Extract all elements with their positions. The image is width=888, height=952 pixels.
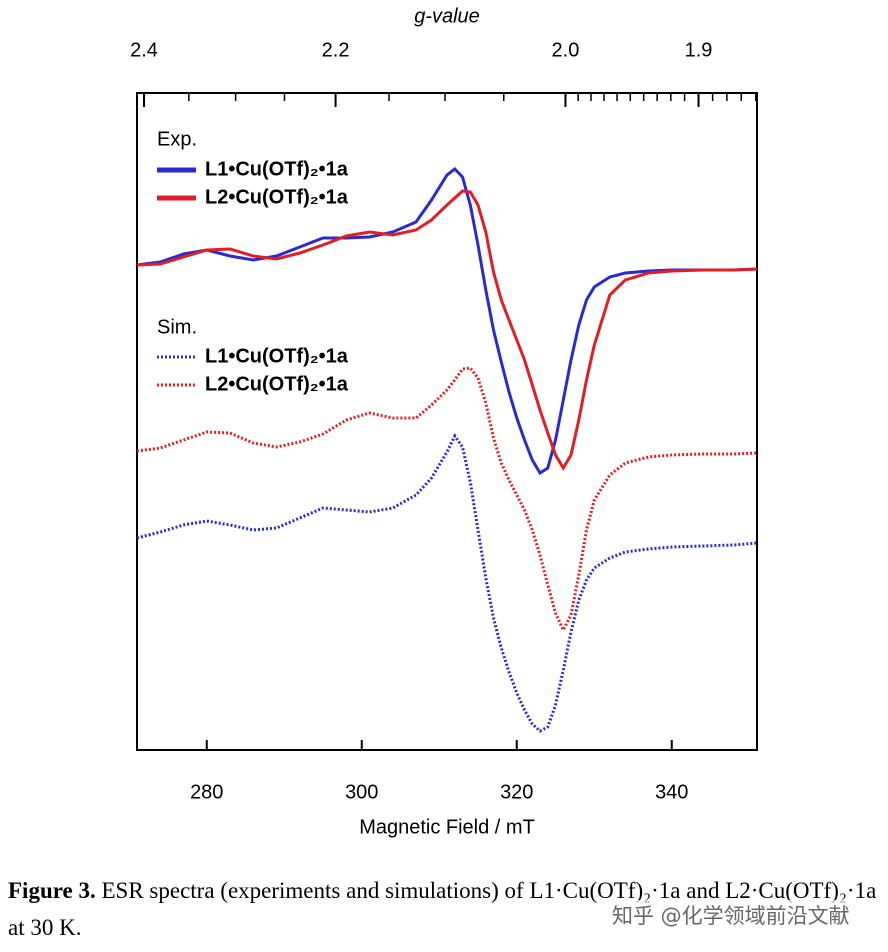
caption: Figure 3. ESR spectra (experiments and s… <box>8 872 883 946</box>
x-tick-label: 320 <box>500 781 533 803</box>
x-tick-label: 300 <box>345 781 378 803</box>
legend-label: L1•Cu(OTf)₂•1a <box>205 158 349 180</box>
legend-label: L1•Cu(OTf)₂•1a <box>205 345 349 367</box>
x2-tick-label: 2.4 <box>130 39 158 61</box>
spectrum-line <box>136 366 758 634</box>
legend-label: L2•Cu(OTf)₂•1a <box>205 373 349 395</box>
legend-label: L2•Cu(OTf)₂•1a <box>205 186 349 208</box>
spectrum-line <box>136 433 758 733</box>
caption-label: Figure 3. <box>8 878 96 903</box>
x2-tick-label: 1.9 <box>685 39 713 61</box>
spectrum-line <box>136 166 758 476</box>
plot-frame <box>136 92 758 751</box>
x2-axis-label: g-value <box>414 5 480 27</box>
x-axis-label: Magnetic Field / mT <box>359 816 535 838</box>
chart: g-value Magnetic Field / mT 280 300 320 340… <box>130 5 758 838</box>
legend-title: Exp. <box>157 128 197 150</box>
x2-tick-label: 2.0 <box>552 39 580 61</box>
x-tick-label: 340 <box>655 781 688 803</box>
caption-text: ESR spectra (experiments and simulations… <box>8 878 877 940</box>
x-tick-label: 280 <box>190 781 223 803</box>
x2-tick-label: 2.2 <box>322 39 350 61</box>
spectrum-line <box>136 189 758 471</box>
watermark: 知乎 @化学领域前沿文献 <box>612 900 850 930</box>
legend-title: Sim. <box>157 316 197 338</box>
